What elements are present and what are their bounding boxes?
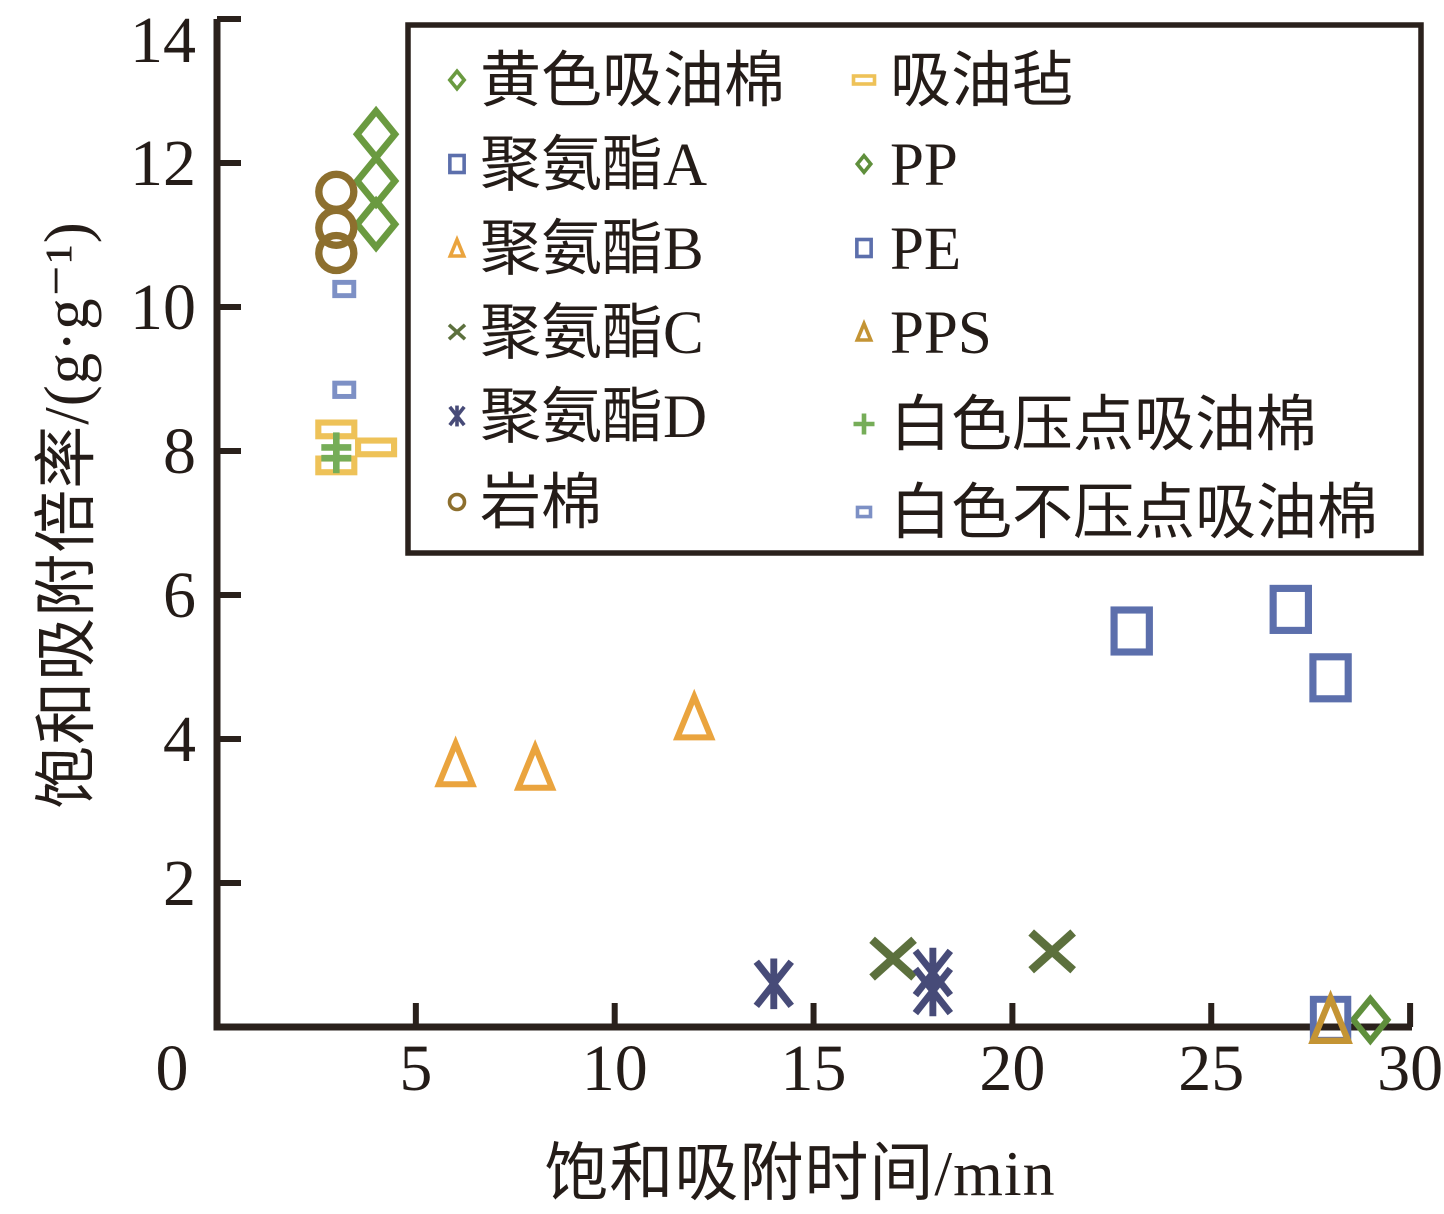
series-pps — [1308, 989, 1353, 1044]
legend-item-pu-c: 聚氨酯C — [447, 300, 704, 367]
circle-marker — [315, 206, 358, 249]
diamond-marker — [352, 105, 400, 163]
x-tick-label: 20 — [979, 1032, 1045, 1105]
triangle-marker — [513, 739, 557, 791]
legend-item-pp: PP — [854, 132, 958, 199]
legend-square-icon — [855, 237, 873, 259]
y-tick-label: 10 — [130, 271, 196, 344]
x-tick-label: 30 — [1377, 1032, 1443, 1105]
legend-item-white-pressed-cotton: 白色压点吸油棉 — [853, 392, 1317, 459]
legend-label: 聚氨酯A — [480, 132, 707, 199]
series-white-pressed-cotton — [321, 432, 352, 474]
legend-label: 黄色吸油棉 — [480, 48, 785, 115]
x-axis-title: 饱和吸附时间/min — [544, 1138, 1056, 1209]
legend-triangle-icon — [447, 234, 467, 258]
y-tick-label: 8 — [163, 415, 196, 488]
legend-triangle-icon — [854, 318, 874, 342]
legend-plus-icon — [853, 413, 875, 435]
series-pu-d — [753, 947, 954, 1017]
legend-item-pps: PPS — [854, 300, 992, 367]
legend-diamond-icon — [854, 152, 874, 176]
series-pp — [1349, 994, 1392, 1046]
y-tick-label: 14 — [130, 4, 196, 77]
square-marker — [1269, 584, 1313, 634]
xcross-marker — [869, 936, 917, 981]
legend-box — [405, 22, 1424, 556]
asterisk-marker — [912, 965, 954, 1017]
legend-hbar-icon — [851, 74, 877, 86]
legend-xcross-icon — [447, 323, 467, 341]
circle-marker — [315, 170, 358, 213]
series-yellow-oil-cotton — [352, 105, 400, 253]
series-pu-b — [434, 688, 716, 791]
legend-diamond-icon — [447, 68, 467, 92]
legend-label: 白色压点吸油棉 — [890, 392, 1317, 459]
series-pu-c — [869, 929, 1076, 981]
legend-label: 岩棉 — [480, 470, 602, 537]
y-tick-label: 12 — [130, 127, 196, 200]
legend-item-oil-felt: 吸油毡 — [851, 48, 1073, 115]
square-marker — [1309, 653, 1352, 703]
smallrect-marker — [332, 279, 357, 299]
legend-label: 吸油毡 — [890, 48, 1073, 115]
legend-label: PP — [890, 132, 958, 199]
y-tick-label: 4 — [163, 703, 196, 776]
legend-circle-icon — [447, 492, 467, 512]
axes — [213, 16, 1414, 1031]
y-tick-label: 6 — [163, 559, 196, 632]
triangle-marker — [1308, 989, 1353, 1044]
legend-label: 聚氨酯B — [480, 216, 704, 283]
legend-item-rock-wool: 岩棉 — [447, 470, 602, 537]
plus-marker — [321, 443, 352, 474]
legend-item-pu-a: 聚氨酯A — [448, 132, 707, 199]
asterisk-marker — [753, 958, 794, 1010]
legend-item-white-unpressed-cotton: 白色不压点吸油棉 — [855, 480, 1378, 547]
legend-square-icon — [448, 153, 466, 175]
legend-asterisk-icon — [448, 405, 466, 427]
legend-item-yellow-oil-cotton: 黄色吸油棉 — [447, 48, 785, 115]
legend-label: 白色不压点吸油棉 — [890, 480, 1378, 547]
tick-labels: 0 5 10 15 20 25 30 2 4 6 8 10 12 14 — [130, 4, 1443, 1105]
x-tick-label: 25 — [1178, 1032, 1244, 1105]
y-tick-label: 2 — [163, 847, 196, 920]
x-tick-label: 5 — [399, 1032, 432, 1105]
legend-smallrect-icon — [855, 505, 873, 519]
legend-label: 聚氨酯C — [480, 300, 704, 367]
x-tick-label: 15 — [781, 1032, 847, 1105]
origin-tick-label: 0 — [156, 1032, 189, 1105]
legend-item-pu-b: 聚氨酯B — [447, 216, 704, 283]
legend-item-pe: PE — [855, 216, 961, 283]
circle-marker — [315, 231, 358, 275]
square-marker — [1110, 606, 1153, 656]
hbar-marker — [355, 437, 398, 458]
triangle-marker — [672, 688, 716, 741]
legend-label: 聚氨酯D — [480, 384, 707, 451]
x-tick-label: 10 — [582, 1032, 648, 1105]
data-points — [315, 105, 1392, 1046]
y-axis-title: 饱和吸附倍率/(g·g⁻¹) — [32, 221, 102, 809]
triangle-marker — [434, 735, 477, 788]
smallrect-marker — [332, 380, 357, 399]
series-white-unpressed-cotton — [332, 279, 357, 399]
diamond-marker — [1349, 994, 1392, 1046]
legend-item-pu-d: 聚氨酯D — [448, 384, 707, 451]
xcross-marker — [1028, 929, 1076, 974]
diamond-marker — [352, 195, 400, 253]
series-rock-wool — [315, 170, 358, 275]
legend-label: PPS — [890, 300, 992, 367]
series-pu-a — [1110, 584, 1352, 703]
legend-label: PE — [890, 216, 961, 283]
